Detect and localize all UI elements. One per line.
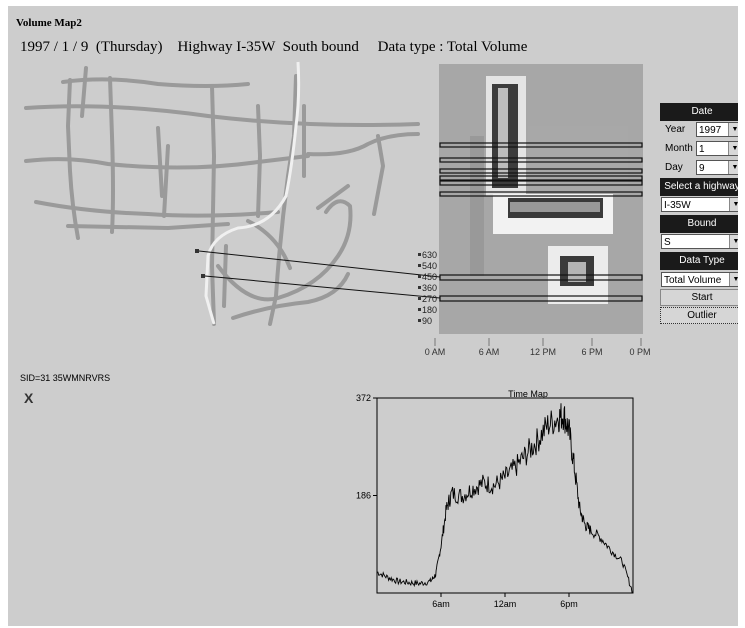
x-tick-label: 6pm bbox=[560, 599, 578, 609]
y-tick-label: 372 bbox=[356, 394, 371, 403]
datatype-value: Total Volume bbox=[664, 275, 722, 286]
heatmap-y-label: 360 bbox=[422, 283, 438, 293]
bound-value: S bbox=[664, 237, 671, 248]
station-id-label: SID=31 35WMNRVRS bbox=[20, 373, 111, 383]
month-select[interactable]: 1 ▼ bbox=[696, 141, 738, 156]
year-label: Year bbox=[665, 124, 686, 135]
month-value: 1 bbox=[699, 144, 705, 155]
chevron-down-icon[interactable]: ▼ bbox=[729, 198, 738, 211]
bound-header: Bound bbox=[660, 215, 738, 233]
plot-area bbox=[376, 397, 634, 594]
chevron-down-icon[interactable]: ▼ bbox=[728, 142, 738, 155]
station-marker[interactable] bbox=[201, 274, 205, 278]
heatmap-y-label: 540 bbox=[422, 261, 438, 271]
chevron-down-icon[interactable]: ▼ bbox=[728, 161, 738, 174]
heatmap-x-label: 0 AM bbox=[424, 347, 446, 357]
day-label: Day bbox=[665, 162, 683, 173]
volume-map-window: Volume Map2 1997 / 1 / 9 (Thursday) High… bbox=[8, 6, 738, 626]
highway-select[interactable]: I-35W ▼ bbox=[661, 197, 738, 212]
heatmap-y-label: 90 bbox=[422, 316, 433, 326]
month-label: Month bbox=[665, 143, 693, 154]
datatype-header: Data Type bbox=[660, 252, 738, 270]
start-button[interactable]: Start bbox=[660, 289, 738, 306]
connector-line bbox=[198, 250, 441, 278]
heatmap-y-label: 270 bbox=[422, 294, 438, 304]
station-marker[interactable] bbox=[195, 249, 199, 253]
x-tick-label: 12am bbox=[494, 599, 517, 609]
heatmap-x-label: 12 PM bbox=[529, 347, 556, 357]
chevron-down-icon[interactable]: ▼ bbox=[729, 235, 738, 248]
highway-header: Select a highway bbox=[660, 178, 738, 196]
chart-title: Time Map bbox=[508, 389, 548, 399]
datatype-select[interactable]: Total Volume ▼ bbox=[661, 272, 738, 287]
connector-line bbox=[204, 275, 441, 299]
day-value: 9 bbox=[699, 163, 705, 174]
year-value: 1997 bbox=[699, 125, 722, 136]
heatmap-x-label: 0 PM bbox=[629, 347, 651, 357]
year-select[interactable]: 1997 ▼ bbox=[696, 122, 738, 137]
heatmap-x-label: 6 PM bbox=[581, 347, 603, 357]
day-select[interactable]: 9 ▼ bbox=[696, 160, 738, 175]
road-network bbox=[24, 66, 420, 326]
close-icon[interactable]: X bbox=[24, 390, 34, 406]
window-title: Volume Map2 bbox=[16, 17, 82, 29]
volume-heatmap[interactable] bbox=[439, 64, 643, 334]
heatmap-y-label: 180 bbox=[422, 305, 438, 315]
date-header: Date bbox=[660, 103, 738, 121]
chevron-down-icon[interactable]: ▼ bbox=[729, 273, 738, 286]
heatmap-x-label: 6 AM bbox=[478, 347, 500, 357]
outlier-button[interactable]: Outlier bbox=[660, 307, 738, 324]
page-title: 1997 / 1 / 9 (Thursday) Highway I-35W So… bbox=[20, 39, 528, 55]
bound-select[interactable]: S ▼ bbox=[661, 234, 738, 249]
chevron-down-icon[interactable]: ▼ bbox=[728, 123, 738, 136]
i35w-highlight bbox=[204, 61, 301, 325]
heatmap-y-label: 630 bbox=[422, 250, 438, 260]
x-tick-label: 6am bbox=[432, 599, 450, 609]
heatmap-y-label: 450 bbox=[422, 272, 438, 282]
time-map-chart: 372 186 6am 12am 6pm bbox=[356, 394, 634, 609]
highway-map[interactable] bbox=[8, 6, 738, 366]
y-tick-label: 186 bbox=[356, 491, 371, 501]
highway-value: I-35W bbox=[664, 200, 691, 211]
series-line bbox=[377, 403, 633, 594]
